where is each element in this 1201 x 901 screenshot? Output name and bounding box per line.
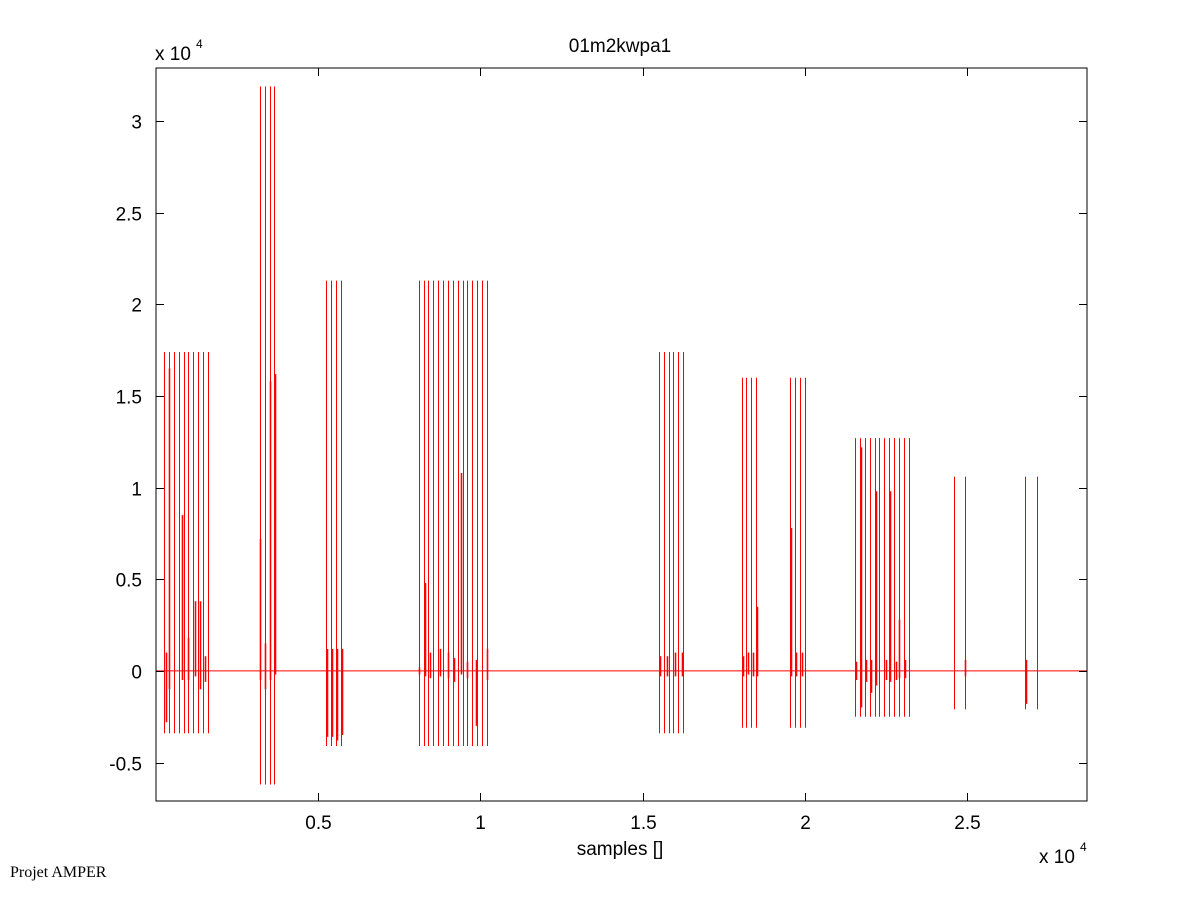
y-tick-label: 3 bbox=[131, 113, 142, 134]
y-axis-exponent: x 10 4 bbox=[155, 37, 203, 65]
x-axis-label: samples [] bbox=[577, 839, 664, 860]
y-tick-label: 2 bbox=[131, 296, 142, 317]
y-tick-label: 0.5 bbox=[116, 571, 142, 592]
chart-title: 01m2kwpa1 bbox=[569, 36, 671, 57]
x-exponent-power: 4 bbox=[1080, 840, 1087, 854]
axis-ticks: 0.5 1 1.5 2 2.5 -0.5 0 0.5 1 1.5 2 2.5 3 bbox=[109, 68, 1087, 834]
plot-frame bbox=[155, 67, 1088, 802]
footer-credit: Projet AMPER bbox=[10, 864, 107, 881]
y-exponent-power: 4 bbox=[196, 37, 203, 51]
y-exponent-base: x 10 bbox=[155, 44, 191, 65]
x-tick-label: 0.5 bbox=[305, 813, 331, 834]
y-tick-label: 1 bbox=[131, 480, 142, 501]
x-tick-label: 2.5 bbox=[954, 813, 980, 834]
x-tick-label: 1 bbox=[475, 813, 486, 834]
y-tick-label: -0.5 bbox=[109, 755, 142, 776]
x-exponent-base: x 10 bbox=[1039, 847, 1075, 868]
y-tick-label: 1.5 bbox=[116, 388, 142, 409]
plot-area bbox=[156, 86, 1087, 785]
x-axis-exponent: x 10 4 bbox=[1039, 840, 1087, 868]
x-tick-label: 1.5 bbox=[630, 813, 656, 834]
y-tick-label: 0 bbox=[131, 663, 142, 684]
y-tick-label: 2.5 bbox=[116, 205, 142, 226]
x-tick-label: 2 bbox=[800, 813, 811, 834]
